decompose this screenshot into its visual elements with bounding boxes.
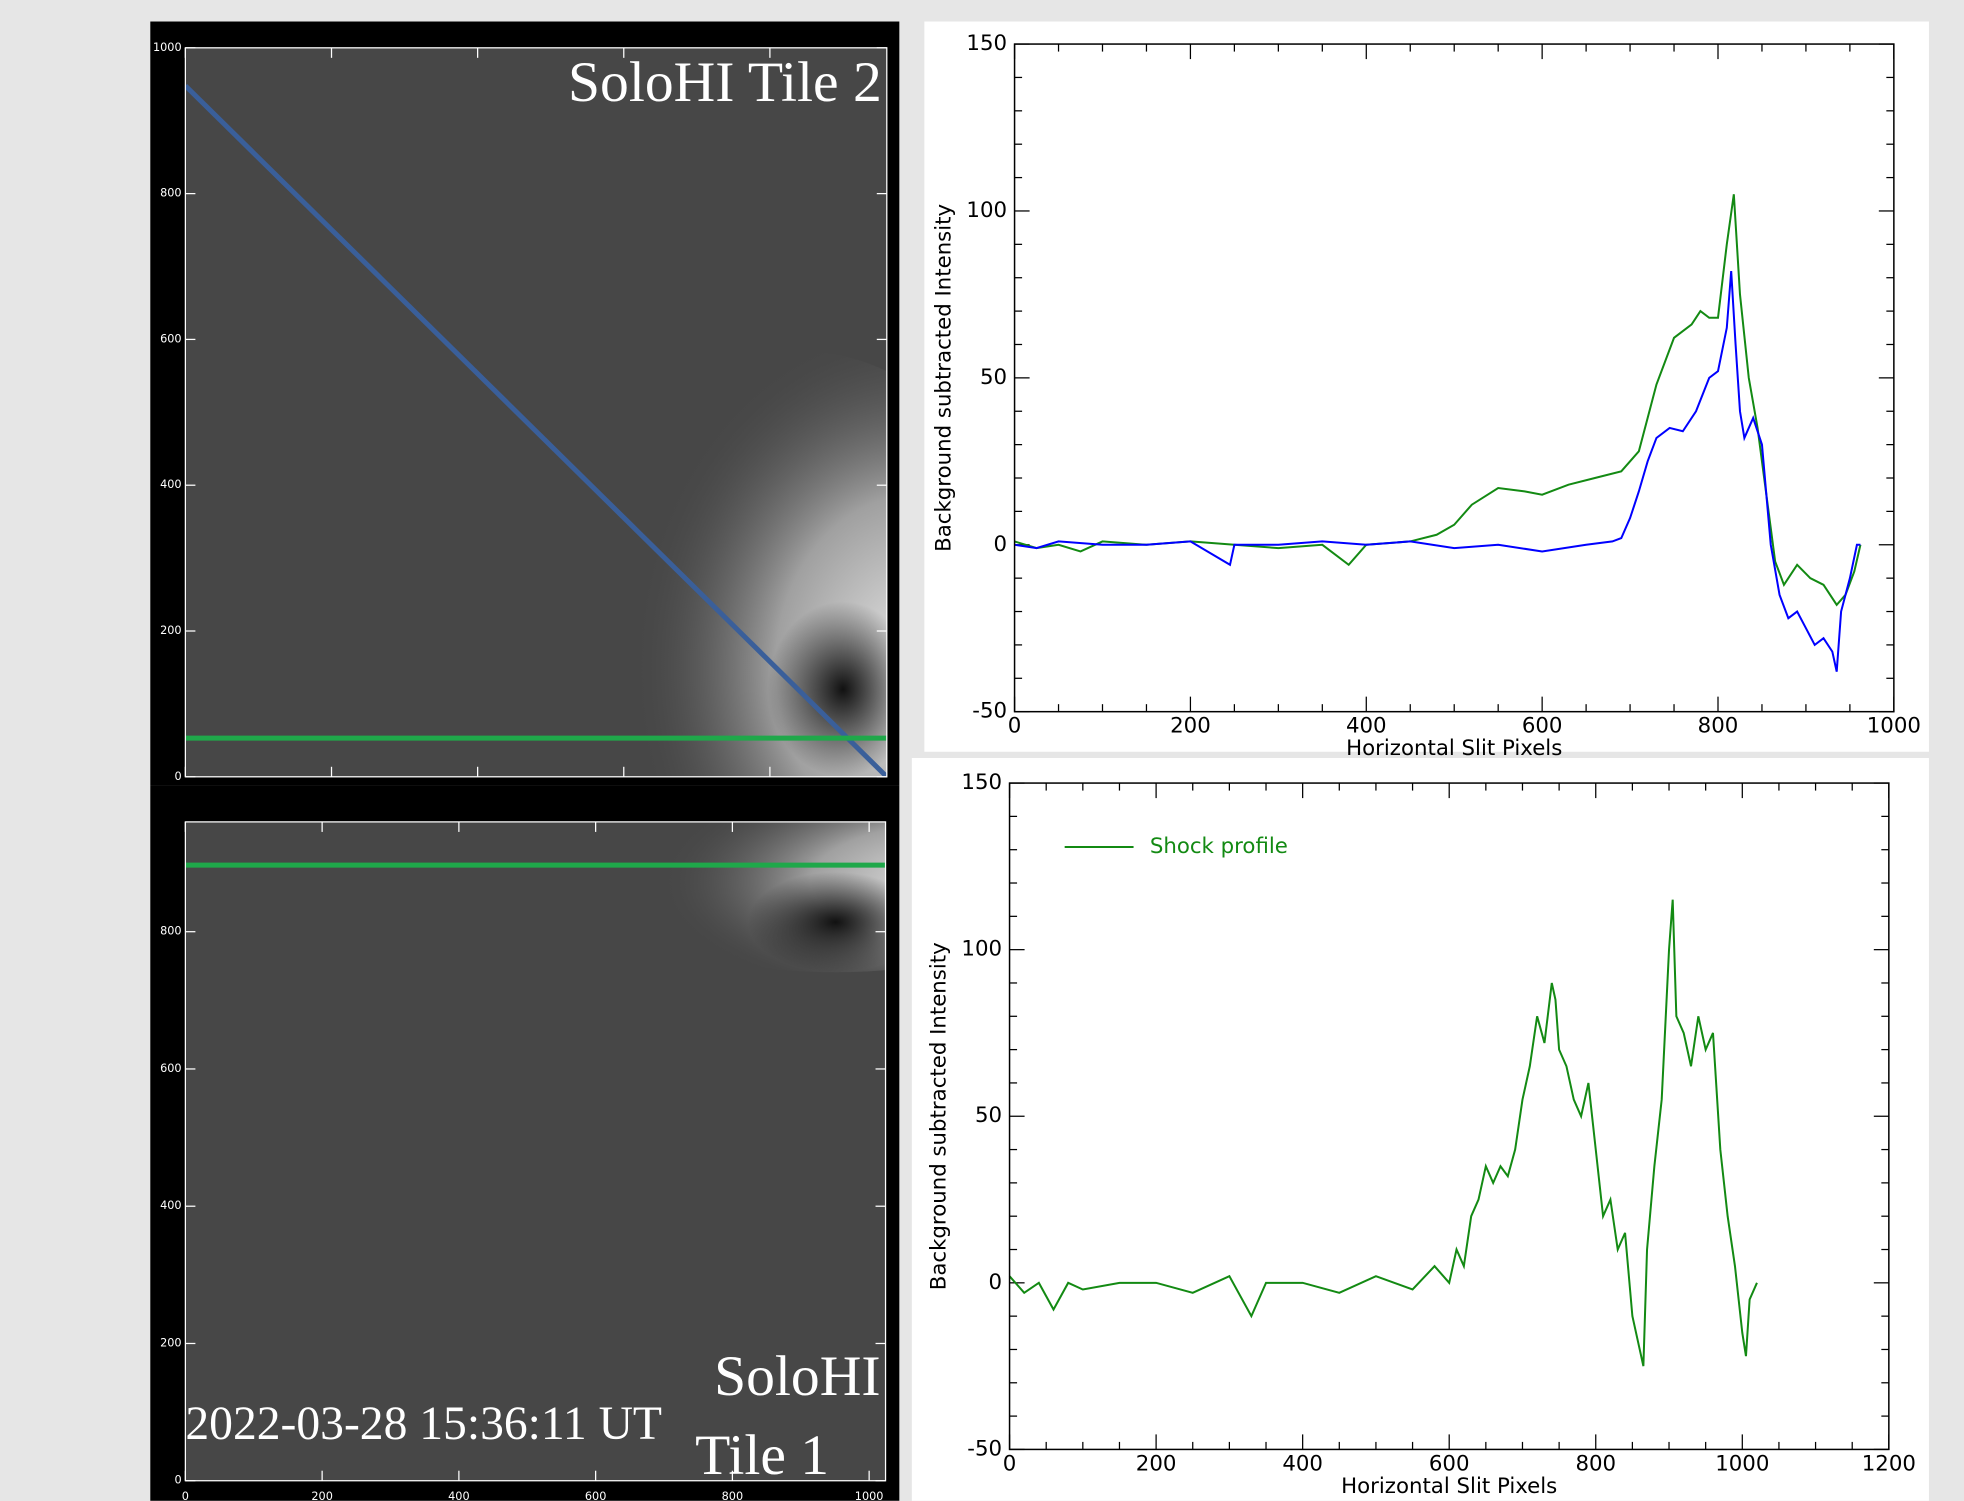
- x-tick-label: 400: [1282, 1451, 1323, 1476]
- y-tick-label: 200: [160, 624, 182, 637]
- x-tick-label: 0: [1003, 1451, 1017, 1476]
- x-tick-label: 0: [1008, 714, 1022, 739]
- plot-frame: [184, 47, 888, 778]
- plot-frame: [1013, 43, 1895, 713]
- x-tick-label: 200: [311, 1490, 333, 1501]
- y-tick-label: -50: [967, 1436, 1002, 1461]
- chart-background: [924, 21, 1929, 752]
- y-tick-label: 600: [160, 332, 182, 345]
- x-tick-label: 0: [182, 1490, 189, 1501]
- image-title: SoloHI: [714, 1345, 880, 1408]
- y-tick-label: 50: [980, 365, 1007, 390]
- plot-frame: [184, 821, 887, 1482]
- image-title: SoloHI Tile 2: [568, 51, 882, 114]
- x-tick-label: 400: [448, 1490, 470, 1501]
- y-tick-label: 1000: [153, 41, 182, 54]
- y-tick-label: 600: [160, 1062, 182, 1075]
- y-tick-label: 400: [160, 478, 182, 491]
- y-tick-label: 400: [160, 1199, 182, 1212]
- y-tick-label: 150: [966, 31, 1007, 56]
- y-tick-label: 800: [160, 187, 182, 200]
- y-tick-label: 0: [988, 1270, 1002, 1295]
- x-tick-label: 1000: [855, 1490, 884, 1501]
- y-tick-label: 150: [961, 770, 1002, 795]
- cme-dark: [747, 872, 886, 973]
- y-axis-label: Background subtracted Intensity: [931, 204, 956, 552]
- x-tick-label: 200: [1170, 714, 1211, 739]
- image-title: Tile 1: [695, 1424, 829, 1487]
- data-line: [1014, 270, 1861, 672]
- y-tick-label: 50: [975, 1103, 1002, 1128]
- y-tick-label: -50: [972, 699, 1007, 724]
- x-tick-label: 1000: [1715, 1451, 1769, 1476]
- y-tick-label: 200: [160, 1336, 182, 1349]
- slit-line: [185, 83, 887, 777]
- y-tick-label: 0: [994, 532, 1008, 557]
- x-tick-label: 600: [1522, 714, 1563, 739]
- legend-label: Shock profile: [1150, 834, 1288, 859]
- x-tick-label: 600: [585, 1490, 607, 1501]
- data-line: [1014, 194, 1862, 607]
- x-tick-label: 200: [1136, 1451, 1177, 1476]
- x-tick-label: 800: [1698, 714, 1739, 739]
- x-tick-label: 800: [722, 1490, 744, 1501]
- x-tick-label: 800: [1575, 1451, 1616, 1476]
- x-axis-label: Horizontal Slit Pixels: [1346, 736, 1562, 761]
- x-axis-label: Horizontal Slit Pixels: [1341, 1474, 1557, 1499]
- x-tick-label: 600: [1429, 1451, 1470, 1476]
- x-tick-label: 400: [1346, 714, 1387, 739]
- data-line: [1008, 899, 1758, 1367]
- plot-frame: [1008, 782, 1890, 1451]
- x-tick-label: 1200: [1862, 1451, 1916, 1476]
- y-tick-label: 100: [961, 937, 1002, 962]
- image: [185, 821, 886, 1481]
- y-tick-label: 100: [966, 198, 1007, 223]
- image: [185, 47, 887, 777]
- y-tick-label: 0: [174, 770, 181, 783]
- x-tick-label: 1000: [1867, 714, 1921, 739]
- cme-dark: [767, 601, 887, 777]
- y-tick-label: 0: [174, 1474, 181, 1487]
- y-tick-label: 800: [160, 925, 182, 938]
- chart-background: [911, 758, 1929, 1501]
- y-axis-label: Background subtracted Intensity: [926, 942, 951, 1290]
- timestamp: 2022-03-28 15:36:11 UT: [185, 1398, 662, 1450]
